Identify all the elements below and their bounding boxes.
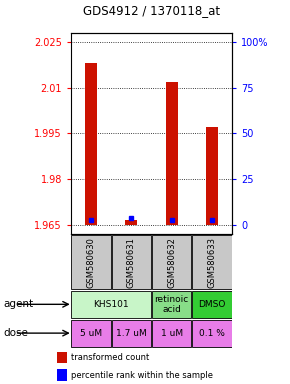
Text: GSM580632: GSM580632 [167, 237, 176, 288]
Bar [57, 351, 67, 363]
Bar [125, 220, 137, 225]
Bar [71, 319, 111, 347]
Bar [152, 291, 191, 318]
Bar [206, 127, 218, 225]
Bar [85, 63, 97, 225]
Text: GSM580630: GSM580630 [87, 237, 96, 288]
Bar [192, 291, 232, 318]
Text: 5 uM: 5 uM [80, 329, 102, 338]
Bar [71, 291, 151, 318]
Bar [192, 235, 232, 290]
Text: 1.7 uM: 1.7 uM [116, 329, 147, 338]
Bar [192, 319, 232, 347]
Text: percentile rank within the sample: percentile rank within the sample [71, 371, 213, 380]
Bar [166, 81, 178, 225]
Text: 1 uM: 1 uM [161, 329, 183, 338]
Text: agent: agent [3, 299, 33, 310]
Bar [71, 235, 111, 290]
Bar [152, 235, 191, 290]
Text: KHS101: KHS101 [93, 300, 129, 309]
Text: retinoic
acid: retinoic acid [155, 295, 189, 314]
Text: transformed count: transformed count [71, 353, 149, 362]
Bar [112, 319, 151, 347]
Text: GSM580631: GSM580631 [127, 237, 136, 288]
Bar [112, 235, 151, 290]
Text: DMSO: DMSO [198, 300, 226, 309]
Bar [57, 369, 67, 381]
Text: GDS4912 / 1370118_at: GDS4912 / 1370118_at [83, 4, 220, 17]
Bar [152, 319, 191, 347]
Text: GSM580633: GSM580633 [207, 237, 216, 288]
Text: 0.1 %: 0.1 % [199, 329, 225, 338]
Text: dose: dose [3, 328, 28, 338]
